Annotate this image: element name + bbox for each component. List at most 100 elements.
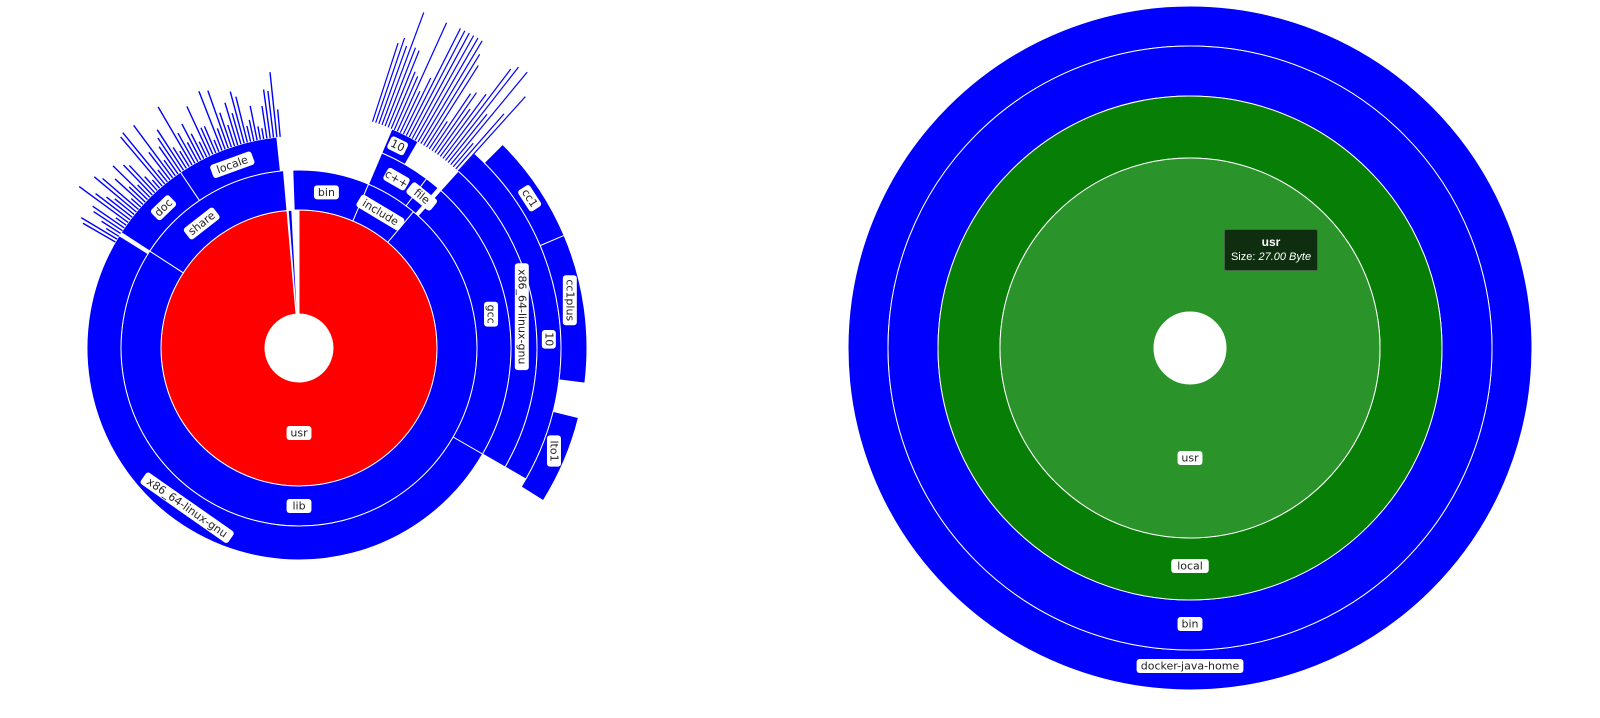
fringe-mark xyxy=(198,141,208,158)
right-usr-label-text: usr xyxy=(1181,452,1199,465)
fringe-mark xyxy=(148,151,171,181)
file-divider xyxy=(433,511,451,533)
fringe-mark xyxy=(92,205,125,229)
file-divider xyxy=(278,559,282,586)
fringe-mark xyxy=(447,113,488,163)
fringe-mark xyxy=(95,193,131,221)
fringe-mark xyxy=(80,217,118,240)
fringe-mark xyxy=(114,178,144,206)
tooltip-size-label: Size: xyxy=(1230,251,1256,263)
ring-usr[interactable] xyxy=(999,157,1381,539)
fringe-mark xyxy=(390,71,416,129)
segment-x86-64-linux-gnu-6[interactable] xyxy=(86,234,484,561)
file-divider xyxy=(81,250,106,263)
file-divider xyxy=(86,241,110,254)
fringe-mark xyxy=(227,124,236,147)
fringe-mark xyxy=(393,76,419,131)
left-usr-0-label: usr xyxy=(286,426,312,440)
fringe-mark xyxy=(179,150,190,168)
fringe-mark xyxy=(261,105,268,139)
file-divider xyxy=(99,463,122,479)
tooltip: usr Size: 27.00 Byte xyxy=(1224,229,1318,271)
fringe-mark xyxy=(411,32,470,139)
fringe-mark xyxy=(172,146,187,169)
file-divider xyxy=(417,523,434,546)
right-local-label-text: local xyxy=(1177,560,1203,573)
fringe-mark xyxy=(445,66,519,161)
left-x86-64-linux-gnu-12-label-bg xyxy=(514,263,529,371)
fringe-mark xyxy=(229,91,245,144)
fringe-mark xyxy=(269,72,278,138)
left-usr-0-label-bg xyxy=(286,426,312,440)
right-bin-label-text: bin xyxy=(1181,618,1198,631)
left-10-13-label: 10 xyxy=(387,136,409,156)
fringe-mark xyxy=(399,90,421,133)
left-x86-64-linux-gnu-6-label-bg xyxy=(140,472,234,543)
fringe-mark xyxy=(439,93,487,157)
left-10-14-label-bg xyxy=(541,329,556,349)
fringe-mark xyxy=(442,68,512,159)
left-cc1plus-16-label-text: cc1plus xyxy=(563,279,576,321)
left-gcc-7-label-text: gcc xyxy=(485,305,498,324)
fringe-mark xyxy=(414,35,475,141)
left-share-3-label-bg xyxy=(183,207,220,240)
left-10-14-label-text: 10 xyxy=(542,332,555,346)
right-usr-label: usr xyxy=(1177,451,1203,465)
left-doc-8-label-bg xyxy=(150,195,177,221)
right-local-label-bg xyxy=(1171,559,1209,573)
fringe-mark xyxy=(408,30,466,138)
fringe-mark xyxy=(248,119,255,142)
fringe-mark xyxy=(122,164,153,196)
left-lto1-17-label-text: lto1 xyxy=(547,440,560,461)
fringe-mark xyxy=(102,177,139,211)
right-bin-label: bin xyxy=(1177,617,1203,631)
fringe-mark xyxy=(120,136,163,187)
fringe-mark xyxy=(381,12,425,126)
fringe-mark xyxy=(144,176,158,191)
segment-unnamed-1[interactable] xyxy=(287,209,298,315)
left-file-11-label-bg xyxy=(406,182,438,211)
fringe-mark xyxy=(420,40,483,144)
fringe-mark xyxy=(417,37,479,143)
fringe-mark xyxy=(198,90,223,151)
fringe-mark xyxy=(261,128,265,140)
file-divider xyxy=(70,281,96,290)
fringe-mark xyxy=(106,196,133,218)
outer-fringe xyxy=(61,12,528,586)
fringe-mark xyxy=(457,96,526,172)
left-usr-0-label-text: usr xyxy=(290,427,308,440)
file-divider xyxy=(83,438,108,451)
fringe-mark xyxy=(207,90,229,149)
right-docker-java-home-label: docker-java-home xyxy=(1136,659,1244,673)
tooltip-size-value: 27.00 Byte xyxy=(1258,251,1312,263)
fringe-mark xyxy=(105,227,120,237)
fringe-mark xyxy=(186,106,211,157)
file-divider xyxy=(375,545,386,571)
file-divider xyxy=(66,393,93,400)
fringe-mark xyxy=(101,220,121,235)
fringe-mark xyxy=(387,50,420,128)
fringe-mark xyxy=(157,137,182,173)
fringe-mark xyxy=(375,37,406,123)
fringe-mark xyxy=(112,165,149,201)
fringe-mark xyxy=(128,164,156,194)
fringe-mark xyxy=(200,127,214,155)
fringe-mark xyxy=(219,112,233,148)
fringe-mark xyxy=(177,132,196,164)
fringe-mark xyxy=(267,90,275,138)
fringe-mark xyxy=(423,53,481,146)
left-bin-4-label-text: bin xyxy=(318,186,335,199)
file-divider xyxy=(75,420,101,431)
fringe-mark xyxy=(163,159,176,177)
file-divider xyxy=(79,429,104,441)
left-lib-2-label-bg xyxy=(286,499,312,513)
fringe-mark xyxy=(190,133,205,159)
fringe-mark xyxy=(151,179,161,189)
fringe-mark xyxy=(137,184,151,198)
fringe-mark xyxy=(402,77,432,135)
left-x86-64-linux-gnu-12-label-text: x86_64-linux-gnu xyxy=(515,269,528,364)
left-10-13-label-text: 10 xyxy=(388,137,406,155)
fringe-mark xyxy=(371,42,399,122)
segment-usr-0[interactable] xyxy=(160,209,438,487)
fringe-mark xyxy=(93,210,123,232)
